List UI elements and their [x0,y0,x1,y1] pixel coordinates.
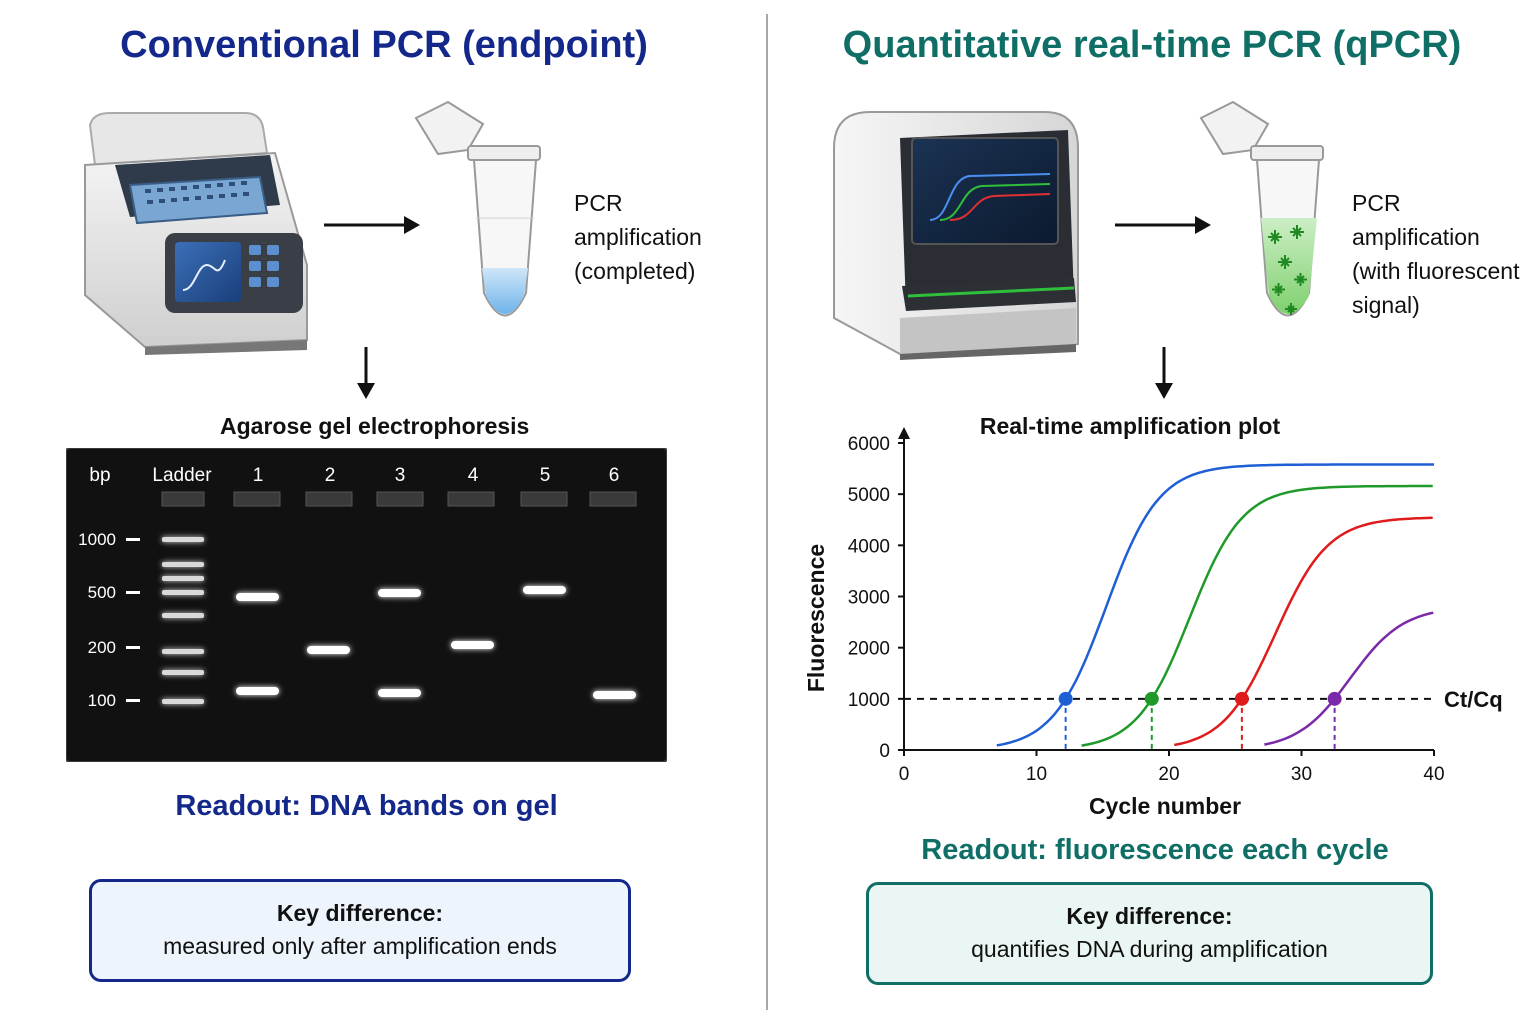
chart-x-tick-label: 30 [1291,764,1312,785]
key-difference-title: Key difference: [1066,903,1233,929]
chart-title: Real-time amplification plot [980,413,1281,439]
ladder-band [162,699,204,704]
dna-band [307,646,350,654]
ladder-band [162,670,204,675]
gel-well [161,491,205,507]
ct-point [1058,691,1073,706]
gel-lane-label: 5 [540,465,551,486]
gel-well [376,491,424,507]
ct-point [1234,691,1249,706]
gel-ladder-label: Ladder [152,465,212,486]
gel-lane-label: 3 [395,465,406,486]
left-title: Conventional PCR (endpoint) [120,24,648,66]
gel-lane-label: 6 [609,465,620,486]
gel-size-tick [126,699,140,702]
chart-y-tick-label: 3000 [848,588,890,609]
fluorescent-pcr-tube-icon [1199,100,1324,317]
ct-point [1327,691,1342,706]
dna-band [451,641,494,649]
ladder-band [162,537,204,542]
gel-well [589,491,637,507]
desc-line: signal) [1352,292,1420,318]
desc-line: (completed) [574,258,696,284]
chart-y-tick-label: 6000 [848,434,890,455]
agarose-gel: bp Ladder 1 2 3 4 5 6 1000 500 200 100 [66,448,667,762]
amplification-plot: Real-time amplification plot Cycle numbe… [803,413,1503,819]
gel-well [305,491,353,507]
gel-size-marker: 200 [88,638,116,657]
left-tube-description: PCR amplification (completed) [574,186,702,288]
chart-x-tick-label: 0 [899,764,910,785]
desc-line: PCR [1352,190,1401,216]
left-readout: Readout: DNA bands on gel [175,790,558,822]
key-difference-text: measured only after amplification ends [163,933,557,959]
key-difference-title: Key difference: [276,900,444,926]
chart-x-tick-label: 40 [1423,764,1444,785]
key-difference-text: quantifies DNA during amplification [971,936,1328,962]
amplification-curve [996,463,1434,747]
gel-lane-label: 2 [325,465,336,486]
chart-x-tick-label: 20 [1158,764,1179,785]
left-key-difference-box: Key difference: measured only after ampl… [89,879,631,982]
chart-y-axis-label: Fluorescence [803,544,829,692]
gel-lane-label: 4 [468,465,479,486]
gel-size-marker: 1000 [78,530,116,549]
gel-size-marker: 500 [88,583,116,602]
ct-point [1144,691,1159,706]
panel-divider [766,14,768,1010]
chart-y-tick-label: 1000 [848,690,890,711]
gel-size-tick [126,646,140,649]
chart-x-tick-label: 10 [1026,764,1047,785]
dna-band [236,687,279,695]
right-title: Quantitative real-time PCR (qPCR) [842,24,1462,66]
chart-y-tick-label: 0 [879,741,890,762]
desc-line: amplification [1352,224,1480,250]
dna-band [523,586,566,594]
gel-size-tick [126,591,140,594]
qpcr-instrument-icon [833,111,1079,360]
right-key-difference-box: Key difference: quantifies DNA during am… [866,882,1433,985]
chart-y-tick-label: 4000 [848,536,890,557]
chart-y-axis-arrow [898,427,910,439]
thermal-cycler-icon [84,112,308,355]
desc-line: amplification [574,224,702,250]
ladder-band [162,590,204,595]
gel-size-marker: 100 [88,691,116,710]
dna-band [378,589,421,597]
amplification-curve [1264,611,1434,746]
gel-size-tick [126,538,140,541]
gel-bp-label: bp [89,465,110,486]
chart-x-axis-label: Cycle number [1089,793,1241,819]
arrow-right-icon [1115,216,1211,234]
ladder-band [162,562,204,567]
right-tube-description: PCR amplification (with fluorescent sign… [1352,186,1519,322]
ladder-band [162,649,204,654]
desc-line: (with fluorescent [1352,258,1520,284]
amplification-curve [1174,516,1433,747]
arrow-right-icon [324,216,420,234]
pcr-tube-icon [414,100,541,317]
gel-well [447,491,495,507]
threshold-label: Ct/Cq [1444,687,1503,712]
dna-band [593,691,636,699]
right-readout: Readout: fluorescence each cycle [921,834,1389,866]
dna-band [236,593,279,601]
ladder-band [162,613,204,618]
gel-title: Agarose gel electrophoresis [220,413,530,439]
gel-lane-label: 1 [253,465,264,486]
arrow-down-icon [1155,347,1173,399]
gel-well [233,491,281,507]
desc-line: PCR [574,190,623,216]
dna-band [378,689,421,697]
chart-y-tick-label: 2000 [848,639,890,660]
gel-well [520,491,568,507]
amplification-curve [1081,484,1433,747]
arrow-down-icon [357,347,375,399]
chart-y-tick-label: 5000 [848,485,890,506]
ladder-band [162,576,204,581]
